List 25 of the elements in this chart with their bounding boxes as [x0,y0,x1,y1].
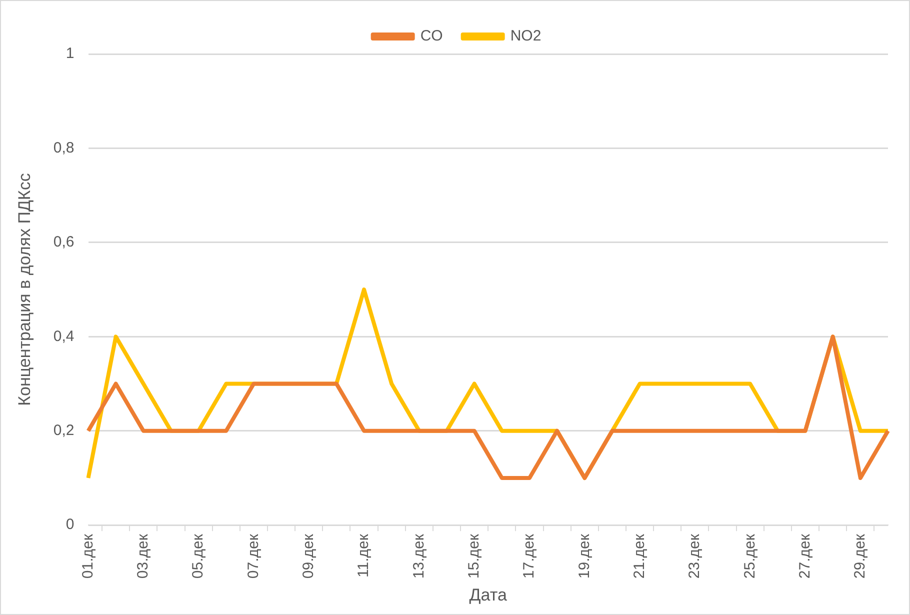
x-axis-title: Дата [469,585,508,604]
x-tick-label: 05.дек [190,534,207,579]
y-tick-label: 0 [66,516,74,534]
x-tick-label: 09.дек [300,534,318,579]
x-tick-label: 07.дек [244,534,262,579]
y-tick-label: 1 [66,45,74,62]
legend-label: NO2 [510,28,542,45]
y-tick-label: 0,2 [53,422,74,440]
x-tick-label: 19.дек [576,534,593,579]
x-tick-label: 13.дек [410,534,428,579]
x-tick-label: 27.дек [796,534,814,579]
x-tick-label: 17.дек [520,534,538,579]
y-axis-title: Концентрация в долях ПДКсс [14,172,34,406]
x-tick-label: 29.дек [852,534,869,579]
y-tick-label: 0,4 [53,328,74,345]
x-tick-label: 11.дек [355,534,372,578]
y-tick-label: 0,8 [53,139,74,156]
x-tick-label: 23.дек [686,534,704,579]
x-tick-label: 21.дек [630,534,648,579]
x-tick-label: 15.дек [465,534,482,579]
x-tick-label: 03.дек [134,534,152,579]
y-tick-label: 0,6 [53,234,74,251]
x-tick-label: 25.дек [741,534,758,579]
x-tick-label: 01.дек [79,534,96,579]
legend-label: CO [420,28,443,45]
